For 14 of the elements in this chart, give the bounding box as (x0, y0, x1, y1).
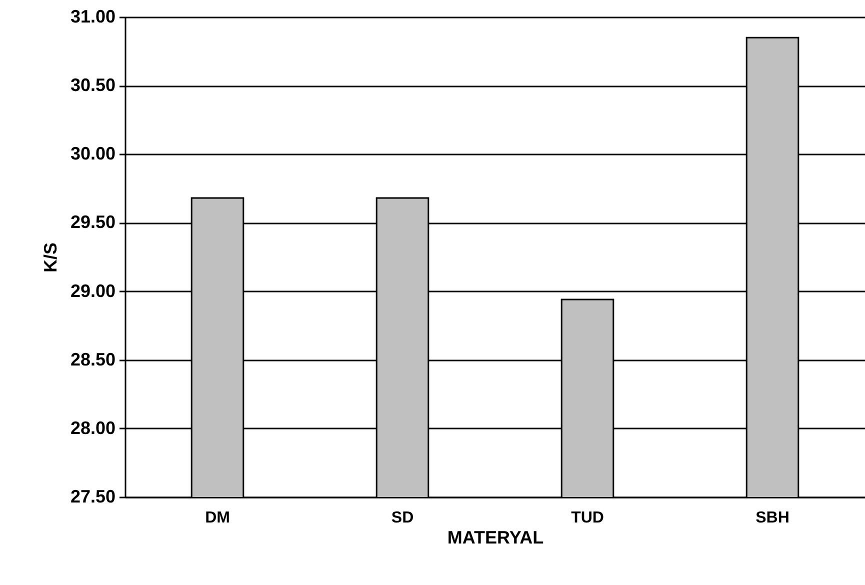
x-tick-label: DM (205, 510, 230, 526)
y-tick-label: 28.50 (70, 349, 116, 370)
x-axis-title: MATERYAL (447, 528, 544, 548)
x-tick-label: SBH (756, 510, 790, 526)
x-tick-label: SD (391, 510, 414, 526)
x-tick-label: TUD (571, 510, 604, 526)
y-tick-label: 30.00 (70, 144, 116, 164)
y-tick-label: 27.50 (70, 486, 116, 506)
y-tick-label: 29.00 (70, 280, 116, 301)
y-tick-label: 28.00 (70, 418, 116, 438)
y-tick-label: 31.00 (70, 6, 116, 26)
y-tick-label: 30.50 (70, 75, 116, 96)
y-axis-title: K/S (40, 242, 60, 273)
y-tick-label: 29.50 (70, 212, 116, 232)
